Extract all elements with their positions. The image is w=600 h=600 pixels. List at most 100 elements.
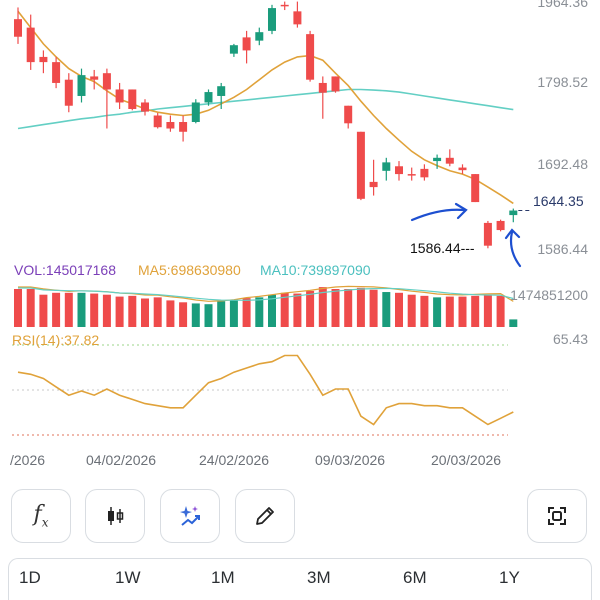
volume-bar	[268, 294, 276, 327]
candle-body	[191, 102, 200, 123]
price-chart[interactable]	[0, 0, 600, 460]
price-axis-label: 1692.48	[537, 156, 588, 172]
date-label: 20/03/2026	[431, 452, 502, 468]
candle-body	[39, 56, 48, 63]
candle-body	[229, 45, 238, 54]
volume-bar	[331, 289, 340, 327]
blue-arrow-head	[454, 202, 468, 220]
tab-3m[interactable]: 3M	[307, 568, 331, 587]
draw-button[interactable]	[235, 489, 295, 543]
candle-body	[496, 220, 505, 231]
ma-short-line	[17, 10, 514, 205]
volume-bar	[14, 289, 22, 327]
last-price-label: 1644.35	[533, 193, 584, 209]
candle-body	[407, 174, 416, 176]
smart-tools-button[interactable]	[160, 489, 220, 543]
candle-body	[166, 122, 175, 129]
volume-bar	[445, 296, 454, 327]
volume-bar	[458, 296, 467, 327]
rsi-line	[17, 354, 514, 426]
period-tabs: 1D 1W 1M 3M 6M 1Y	[8, 558, 592, 600]
candle-body	[179, 122, 188, 132]
volume-bar	[306, 290, 315, 327]
candle-body	[369, 181, 378, 188]
candle-body	[445, 157, 454, 164]
candlestick-icon	[108, 507, 124, 525]
volume-bar	[77, 292, 86, 327]
volume-bar	[420, 295, 429, 327]
price-axis-label: 1964.36	[537, 0, 588, 10]
candle-body	[356, 131, 365, 199]
candle-body	[153, 115, 162, 128]
candle-body	[128, 89, 137, 109]
volume-bar	[115, 296, 124, 327]
candle-body	[344, 105, 353, 124]
volume-bar	[153, 297, 162, 327]
volume-bar	[382, 292, 391, 327]
price-axis-label: 1798.52	[537, 74, 588, 90]
volume-bar	[293, 293, 302, 327]
sparkle-chart-icon	[180, 506, 200, 526]
volume-bar	[255, 297, 264, 327]
rsi-legend: RSI(14):37.82	[12, 332, 100, 348]
volume-bar	[280, 292, 289, 327]
vol-legend: VOL:145017168	[14, 262, 116, 278]
volume-axis-label: 1474851200	[510, 287, 588, 303]
candle-body	[395, 166, 403, 175]
volume-bar	[318, 287, 327, 327]
candle-body	[509, 210, 518, 216]
candle-body	[102, 73, 111, 90]
chart-type-button[interactable]	[85, 489, 145, 543]
candle-body	[115, 89, 124, 103]
volume-bar	[229, 299, 238, 327]
volume-bar	[102, 294, 111, 327]
candle-body	[483, 222, 492, 246]
volume-bar	[191, 303, 200, 327]
candle-body	[217, 86, 226, 96]
candle-body	[382, 162, 391, 171]
candle-body	[90, 76, 99, 80]
indicator-button[interactable]: fx	[11, 489, 71, 543]
candle-body	[318, 82, 327, 93]
tab-1d[interactable]: 1D	[19, 568, 41, 587]
price-axis-label: 1586.44	[537, 241, 588, 257]
candle-body	[471, 174, 480, 203]
volume-bar	[52, 292, 61, 327]
fullscreen-button[interactable]	[527, 489, 587, 543]
candle-body	[242, 37, 251, 51]
date-label: 09/03/2026	[315, 452, 386, 468]
candle-body	[255, 32, 264, 41]
low-annotation: 1586.44---	[410, 240, 475, 256]
candle-body	[141, 102, 149, 112]
candle-body	[306, 34, 315, 80]
date-label: 24/02/2026	[199, 452, 270, 468]
ma10-legend: MA10:739897090	[260, 262, 371, 278]
volume-bar	[471, 295, 480, 327]
fx-icon: fx	[33, 502, 49, 530]
blue-arrow-curve	[509, 230, 522, 268]
candle-body	[331, 76, 340, 92]
volume-bar	[433, 297, 442, 327]
volume-bar	[356, 287, 365, 327]
volume-bar	[26, 289, 35, 327]
volume-bar	[483, 295, 492, 327]
tab-1y[interactable]: 1Y	[499, 568, 520, 587]
blue-arrow-curve	[410, 208, 466, 222]
candle-body	[458, 167, 467, 171]
candle-body	[77, 75, 86, 96]
tab-1m[interactable]: 1M	[211, 568, 235, 587]
tab-1w[interactable]: 1W	[115, 568, 141, 587]
volume-bar	[179, 302, 188, 327]
volume-ma10-line	[18, 287, 514, 301]
volume-bar	[128, 295, 137, 327]
volume-bar	[395, 292, 403, 327]
tab-6m[interactable]: 6M	[403, 568, 427, 587]
volume-bar	[369, 289, 378, 327]
volume-bar	[204, 304, 213, 327]
volume-bar	[344, 289, 353, 327]
volume-bar	[242, 298, 251, 327]
ma5-legend: MA5:698630980	[138, 262, 241, 278]
candle-body	[52, 62, 61, 83]
volume-bar	[166, 300, 175, 327]
